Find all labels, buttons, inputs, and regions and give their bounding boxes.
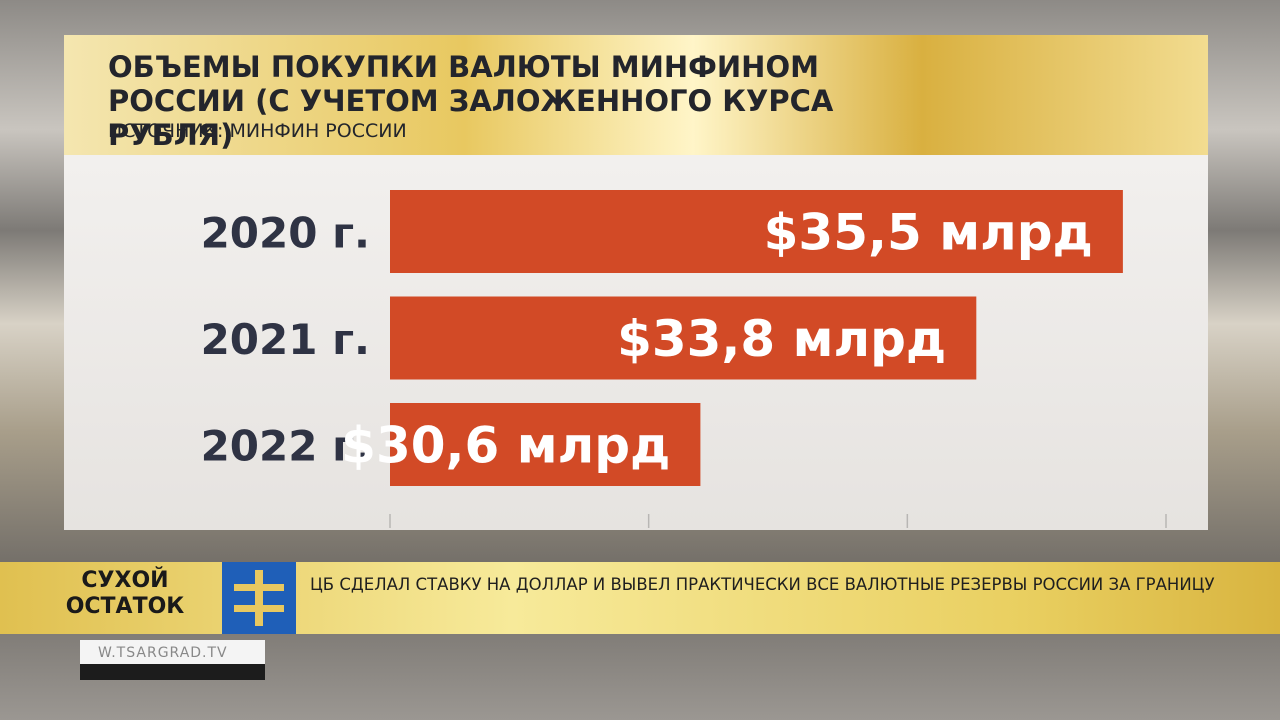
chart-title: ОБЪЕМЫ ПОКУПКИ ВАЛЮТЫ МИНФИНОМ РОССИИ (С… bbox=[108, 50, 834, 152]
chart: 2020 г. $35,5 млрд 2021 г. $33,8 млрд 2022 г… bbox=[201, 190, 1167, 528]
value-label: $35,5 млрд bbox=[764, 204, 1093, 262]
site-badge: W.TSARGRAD.TV bbox=[80, 640, 265, 680]
ticker-bar bbox=[0, 562, 1280, 634]
bar bbox=[390, 190, 1123, 273]
value-label: $33,8 млрд bbox=[617, 310, 946, 368]
bar bbox=[390, 296, 977, 380]
category-label: 2022 г. bbox=[201, 422, 370, 471]
show-name: СУХОЙ ОСТАТОК bbox=[65, 568, 185, 619]
chart-header bbox=[64, 35, 1208, 155]
category-label: 2021 г. bbox=[201, 315, 370, 364]
logo-cross bbox=[234, 570, 284, 626]
category-label: 2020 г. bbox=[201, 209, 370, 258]
logo bbox=[222, 562, 296, 634]
value-label: $30,6 млрд bbox=[341, 417, 670, 475]
site-url: W.TSARGRAD.TV bbox=[98, 645, 228, 661]
bar bbox=[390, 403, 701, 486]
chart-subtitle: ИСТОЧНИК: МИНФИН РОССИИ bbox=[108, 120, 407, 142]
ticker-headline: ЦБ СДЕЛАЛ СТАВКУ НА ДОЛЛАР И ВЫВЕЛ ПРАКТ… bbox=[310, 575, 1215, 594]
